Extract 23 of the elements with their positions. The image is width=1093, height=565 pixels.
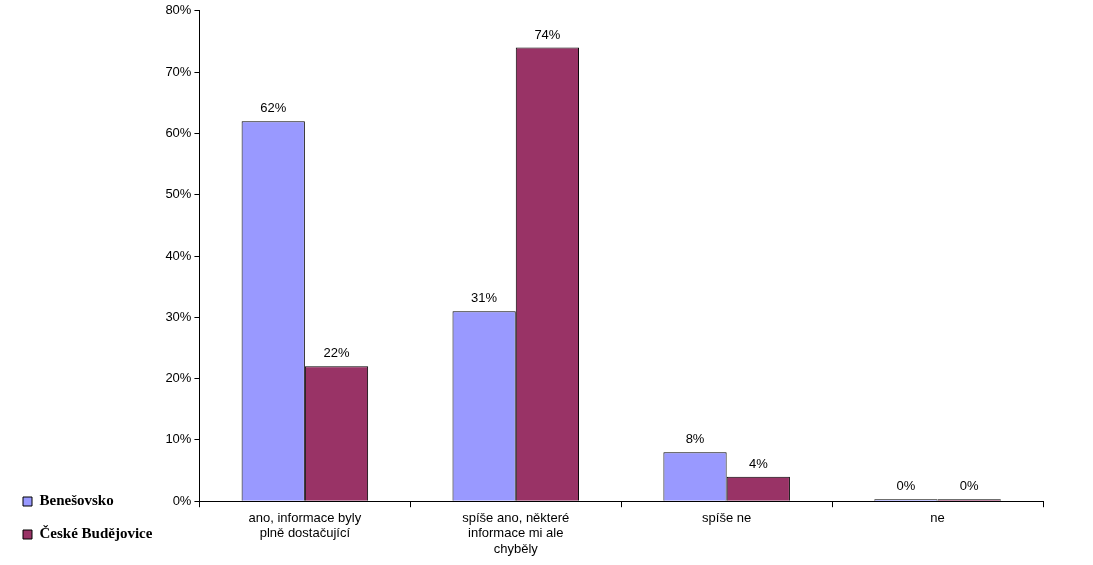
x-tick-label: spíše ne [702,509,752,525]
y-tick-label: 80% [165,2,192,18]
y-tick-label: 20% [165,370,192,386]
y-tick-label: 60% [165,124,192,140]
x-tick-label: ano, informace byly plně dostačující [248,509,362,541]
data-label: 0% [896,478,916,494]
y-tick-label: 70% [165,63,192,79]
data-label: 8% [685,431,705,447]
data-label: 74% [534,26,561,42]
data-label: 62% [260,100,287,116]
x-tick-label: spíše ano, některé informace mi ale chyběly [462,509,570,556]
data-label: 4% [748,455,769,471]
y-tick-label: 50% [165,186,192,202]
data-label: 31% [471,290,498,306]
y-tick-label: 40% [165,247,192,263]
data-label: 0% [959,478,980,494]
legend-label: České Budějovice [39,525,153,542]
y-tick-label: 10% [165,431,192,447]
y-tick-label: 0% [172,492,192,508]
legend-label: Benešovsko [39,492,114,509]
y-tick-label: 30% [165,308,192,324]
x-tick-label: ne [930,509,945,525]
data-label: 22% [323,345,350,361]
